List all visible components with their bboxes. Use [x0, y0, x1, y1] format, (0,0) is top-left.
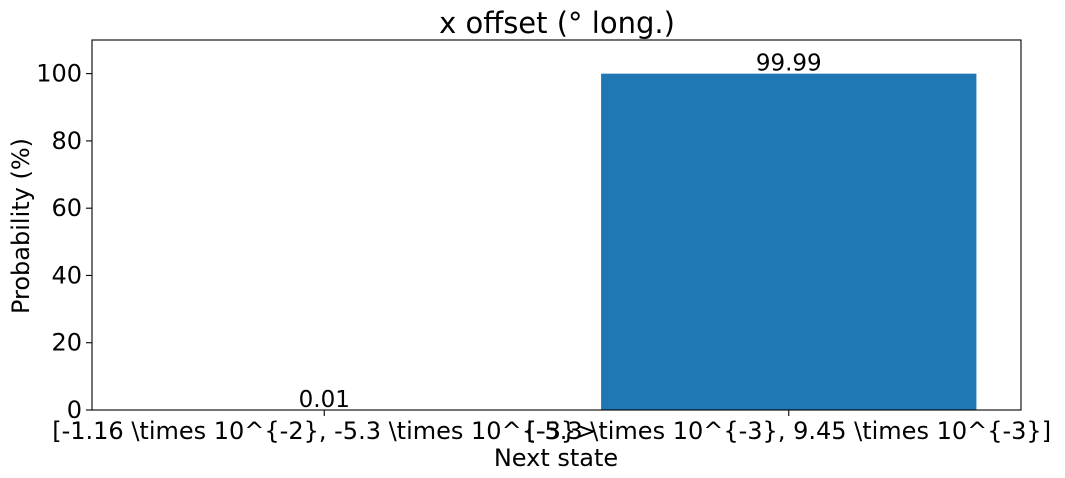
y-tick-label-0: 0: [67, 396, 82, 424]
x-axis-label: Next state: [494, 444, 618, 472]
value-label-2: 99.99: [756, 51, 822, 77]
y-axis-label: Probability (%): [7, 138, 35, 314]
y-tick-label-100: 100: [36, 60, 82, 88]
value-label-1: 0.01: [299, 387, 350, 413]
x-tick-label-1: [-1.16 \times 10^{-2}, -5.3 \times 10^{-…: [52, 417, 596, 445]
bar-2: [601, 73, 977, 411]
y-tick-label-20: 20: [51, 329, 82, 357]
y-tick-label-40: 40: [51, 261, 82, 289]
y-axis-ticks: 0 20 40 60 80 100: [36, 60, 92, 424]
x-axis-ticks: [-1.16 \times 10^{-2}, -5.3 \times 10^{-…: [52, 410, 1051, 445]
chart-title: x offset (° long.): [439, 6, 675, 40]
y-tick-label-80: 80: [51, 127, 82, 155]
y-tick-label-60: 60: [51, 194, 82, 222]
bars: [136, 73, 977, 411]
value-labels: 0.01 99.99: [299, 51, 822, 413]
plot-area-frame: [91, 39, 1022, 411]
x-tick-label-2: [-5.3 \times 10^{-3}, 9.45 \times 10^{-3…: [526, 417, 1051, 445]
